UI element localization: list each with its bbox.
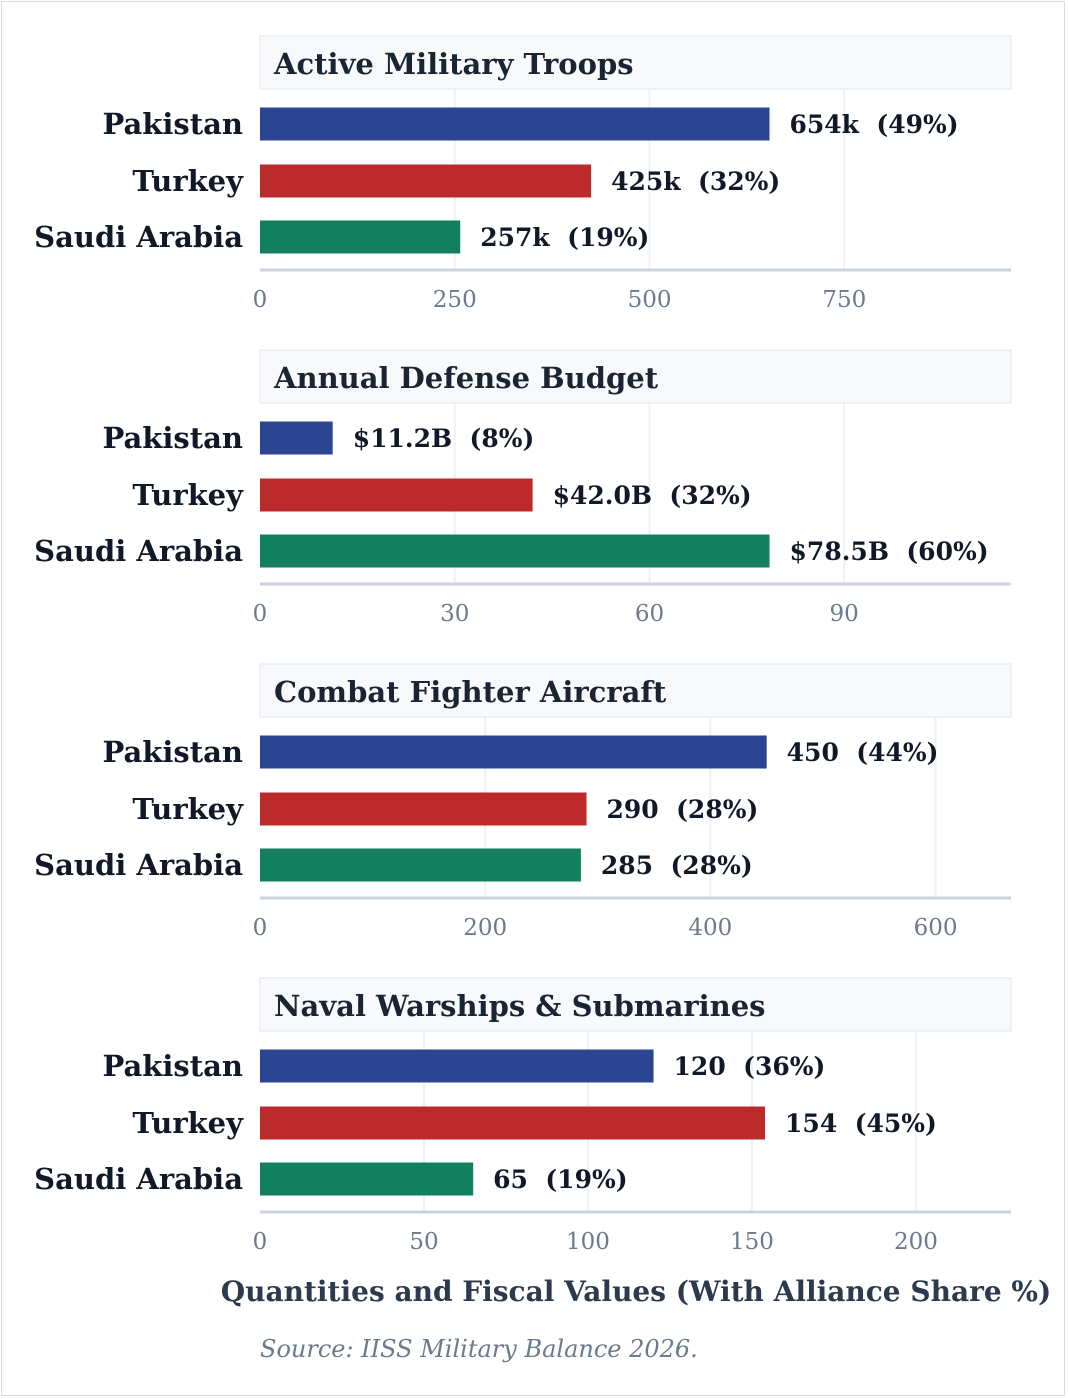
value-label: 65 (19%) xyxy=(493,1165,627,1194)
category-label: Saudi Arabia xyxy=(34,848,243,882)
chart-panel-3: Combat Fighter Aircraft Pakistan 450 (44%)… xyxy=(34,663,1012,941)
x-tick-label: 90 xyxy=(830,601,859,627)
bar-saudi-arabia xyxy=(260,848,581,882)
category-label: Saudi Arabia xyxy=(34,220,243,254)
category-label: Saudi Arabia xyxy=(34,534,243,568)
panel-title: Active Military Troops xyxy=(273,47,634,81)
x-tick-label: 0 xyxy=(253,601,268,627)
x-tick-label: 0 xyxy=(253,287,268,313)
value-label: 285 (28%) xyxy=(601,851,753,880)
source-note: Source: IISS Military Balance 2026. xyxy=(260,1335,698,1363)
x-tick-label: 400 xyxy=(688,915,732,941)
category-label: Turkey xyxy=(132,164,244,198)
panel-title-box xyxy=(259,35,1012,90)
x-tick-label: 0 xyxy=(253,1229,268,1255)
category-label: Pakistan xyxy=(102,421,243,455)
x-tick-label: 750 xyxy=(822,287,866,313)
bar-saudi-arabia xyxy=(260,220,461,254)
category-label: Turkey xyxy=(132,478,244,512)
bar-turkey xyxy=(260,164,592,198)
bar-pakistan xyxy=(260,1049,654,1083)
bar-pakistan xyxy=(260,421,333,455)
panel-title-box xyxy=(259,977,1012,1032)
category-label: Saudi Arabia xyxy=(34,1162,243,1196)
bar-pakistan xyxy=(260,107,770,141)
value-label: 654k (49%) xyxy=(789,110,958,139)
category-label: Pakistan xyxy=(102,1049,243,1083)
value-label: $78.5B (60%) xyxy=(790,537,989,566)
value-label: 425k (32%) xyxy=(611,167,780,196)
bar-turkey xyxy=(260,792,587,826)
x-tick-label: 200 xyxy=(463,915,507,941)
panel-title-box xyxy=(259,349,1012,404)
bar-turkey xyxy=(260,478,533,512)
x-tick-label: 50 xyxy=(409,1229,438,1255)
value-label: $11.2B (8%) xyxy=(353,424,535,453)
chart-panel-2: Annual Defense Budget Pakistan $11.2B (8%)… xyxy=(34,349,1012,627)
category-label: Pakistan xyxy=(102,735,243,769)
x-tick-label: 200 xyxy=(894,1229,938,1255)
value-label: 154 (45%) xyxy=(785,1109,937,1138)
value-label: 120 (36%) xyxy=(674,1052,826,1081)
x-tick-label: 500 xyxy=(628,287,672,313)
panel-title-box xyxy=(259,663,1012,718)
value-label: 290 (28%) xyxy=(607,795,759,824)
x-tick-label: 60 xyxy=(635,601,664,627)
x-tick-label: 30 xyxy=(440,601,469,627)
category-label: Turkey xyxy=(132,792,244,826)
x-tick-label: 150 xyxy=(730,1229,774,1255)
x-tick-label: 250 xyxy=(433,287,477,313)
value-label: $42.0B (32%) xyxy=(553,481,752,510)
panel-title: Naval Warships & Submarines xyxy=(274,989,766,1023)
x-tick-label: 100 xyxy=(566,1229,610,1255)
value-label: 257k (19%) xyxy=(480,223,649,252)
panel-title: Combat Fighter Aircraft xyxy=(274,675,667,709)
chart-panel-4: Naval Warships & Submarines Pakistan 120 (… xyxy=(34,977,1012,1255)
value-label: 450 (44%) xyxy=(787,738,939,767)
chart-panel-1: Active Military Troops Pakistan 654k (49%)… xyxy=(34,35,1012,313)
bar-saudi-arabia xyxy=(260,1162,474,1196)
x-tick-label: 0 xyxy=(253,915,268,941)
x-axis-label: Quantities and Fiscal Values (With Allia… xyxy=(221,1275,1052,1308)
panel-title: Annual Defense Budget xyxy=(273,361,659,395)
category-label: Pakistan xyxy=(102,107,243,141)
bar-saudi-arabia xyxy=(260,534,770,568)
bar-turkey xyxy=(260,1106,766,1140)
bar-pakistan xyxy=(260,735,767,769)
category-label: Turkey xyxy=(132,1106,244,1140)
x-tick-label: 600 xyxy=(914,915,958,941)
